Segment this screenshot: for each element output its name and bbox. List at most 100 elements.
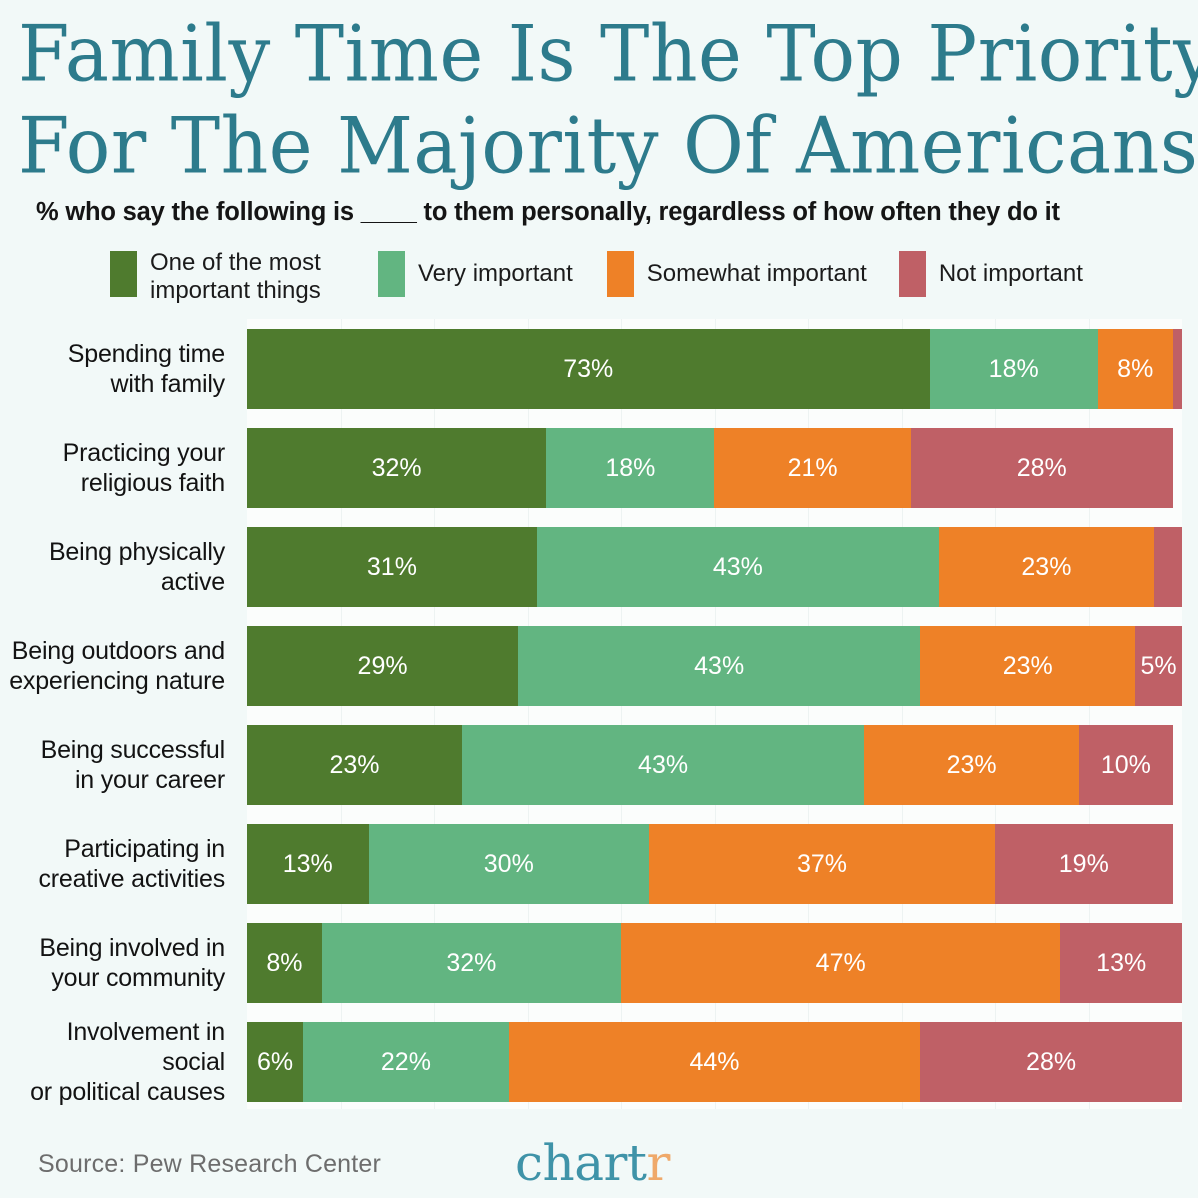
row-label-line-2: with family: [110, 369, 226, 398]
row-label-line-2: or political causes: [30, 1077, 225, 1106]
row-category-label: Being outdoors and experiencing nature: [0, 636, 237, 696]
bar-segment-not_important[interactable]: 5%: [1135, 626, 1182, 706]
gridline: [527, 319, 529, 1109]
chart-row: Involvement in social or political causes…: [0, 1012, 1198, 1111]
bar-segment-not_important[interactable]: 19%: [994, 824, 1173, 904]
bar-segment-most_important[interactable]: 29%: [247, 626, 519, 706]
bar-segment-very_important[interactable]: 43%: [536, 527, 939, 607]
stacked-bar: 23% 43% 23% 10%: [247, 725, 1182, 805]
gridline: [1088, 319, 1090, 1109]
legend-swatch-icon: [898, 251, 926, 297]
chartr-logo-part2: r: [646, 1134, 671, 1192]
legend-label: Somewhat important: [646, 260, 867, 287]
row-category-label: Being successful in your career: [0, 735, 237, 795]
chart-row: Participating in creative activities 13% 30…: [0, 814, 1198, 913]
row-label-line-2: in your career: [74, 765, 225, 794]
chart-row: Being physically active 31% 43% 23%: [0, 517, 1198, 616]
bar-segment-not_important[interactable]: 28%: [920, 1022, 1182, 1102]
gridline: [901, 319, 903, 1109]
bar-segment-most_important[interactable]: 73%: [247, 329, 930, 409]
row-label-line-1: Participating in: [64, 834, 225, 863]
row-label-line-1: Being outdoors and: [11, 636, 225, 665]
stacked-bar: 73% 18% 8%: [247, 329, 1182, 409]
stacked-bar: 31% 43% 23%: [247, 527, 1182, 607]
row-label-line-1: Practicing your: [62, 438, 226, 467]
bar-segment-most_important[interactable]: 31%: [247, 527, 537, 607]
gridline: [714, 319, 716, 1109]
bar-segment-very_important[interactable]: 18%: [546, 428, 715, 508]
chart-row: Practicing your religious faith 32% 18% 21% 2…: [0, 418, 1198, 517]
bar-segment-somewhat_important[interactable]: 21%: [714, 428, 911, 508]
bar-segment-somewhat_important[interactable]: 8%: [1097, 329, 1173, 409]
row-label-line-1: Being involved in: [39, 933, 225, 962]
legend-swatch-icon: [378, 251, 405, 297]
row-label-line-1: Spending time: [67, 339, 225, 368]
bar-segment-most_important[interactable]: 23%: [247, 725, 463, 805]
legend-label: One of the most important things: [150, 249, 321, 304]
row-category-label: Being physically active: [0, 537, 237, 597]
stacked-bar: 8% 32% 47% 13%: [247, 923, 1182, 1003]
bar-segment-somewhat_important[interactable]: 23%: [920, 626, 1136, 706]
row-category-label: Participating in creative activities: [0, 834, 237, 894]
row-category-label: Practicing your religious faith: [0, 438, 237, 498]
legend-item-1[interactable]: Very important: [378, 249, 573, 299]
stacked-bar: 32% 18% 21% 28%: [247, 428, 1182, 508]
stacked-bar: 29% 43% 23% 5%: [247, 626, 1182, 706]
row-label-line-1: Being successful: [40, 735, 226, 764]
row-label-line-1: Being physically: [48, 537, 225, 566]
row-category-label: Spending time with family: [0, 339, 237, 399]
bar-segment-very_important[interactable]: 22%: [303, 1022, 509, 1102]
legend-item-0[interactable]: One of the most important things: [110, 249, 340, 305]
legend-label: Very important: [418, 260, 573, 287]
bar-segment-somewhat_important[interactable]: 44%: [508, 1022, 921, 1102]
bar-segment-very_important[interactable]: 18%: [929, 329, 1098, 409]
bar-segment-somewhat_important[interactable]: 37%: [649, 824, 995, 904]
row-label-line-2: your community: [51, 963, 225, 992]
bar-segment-somewhat_important[interactable]: 47%: [620, 923, 1061, 1003]
gridline: [434, 319, 435, 1109]
bar-segment-somewhat_important[interactable]: 23%: [864, 725, 1080, 805]
title-line-1: Family Time Is The Top Priority: [18, 9, 1198, 100]
stacked-bar: 6% 22% 44% 28%: [247, 1022, 1182, 1102]
legend-item-2[interactable]: Somewhat important: [606, 249, 867, 299]
bar-segment-most_important[interactable]: 8%: [247, 923, 322, 1003]
source-note: Source: Pew Research Center: [38, 1149, 382, 1178]
bar-segment-somewhat_important[interactable]: 23%: [938, 527, 1154, 607]
row-label-line-2: active: [160, 567, 225, 596]
stacked-bar-chart: Spending time with family 73% 18% 8% Practici…: [0, 319, 1198, 1109]
page-title: Family Time Is The Top Priority For The …: [0, 0, 1198, 191]
gridline: [340, 319, 342, 1109]
bar-segment-not_important[interactable]: 10%: [1079, 725, 1173, 805]
chart-subtitle: % who say the following is ____ to them …: [36, 198, 1060, 226]
gridline: [808, 319, 809, 1109]
row-label-line-2: creative activities: [38, 864, 225, 893]
stacked-bar: 13% 30% 37% 19%: [247, 824, 1182, 904]
row-label-line-2: religious faith: [80, 468, 226, 497]
row-label-line-1: Involvement in social: [66, 1017, 226, 1076]
bar-segment-most_important[interactable]: 6%: [247, 1022, 304, 1102]
legend-label: Not important: [938, 260, 1083, 287]
chart-row: Being involved in your community 8% 32% 47% 1…: [0, 913, 1198, 1012]
bar-segment-most_important[interactable]: 32%: [247, 428, 547, 508]
chart-row: Being successful in your career 23% 43% 23% 1…: [0, 715, 1198, 814]
bar-segment-very_important[interactable]: 30%: [368, 824, 650, 904]
row-category-label: Being involved in your community: [0, 933, 237, 993]
bar-segment-very_important[interactable]: 43%: [518, 626, 921, 706]
bar-segment-not_important[interactable]: [1153, 527, 1182, 607]
bar-segment-not_important[interactable]: [1172, 329, 1182, 409]
legend-swatch-icon: [606, 251, 634, 297]
bar-segment-very_important[interactable]: 32%: [321, 923, 621, 1003]
title-line-2: For The Majority Of Americans: [18, 101, 1198, 192]
bar-segment-most_important[interactable]: 13%: [247, 824, 369, 904]
bar-segment-not_important[interactable]: 28%: [910, 428, 1173, 508]
chartr-logo: chartr: [515, 1134, 670, 1192]
gridline: [621, 319, 622, 1109]
chart-footer: Source: Pew Research Center chartr: [0, 1130, 1198, 1198]
bar-segment-very_important[interactable]: 43%: [462, 725, 865, 805]
chart-row: Spending time with family 73% 18% 8%: [0, 319, 1198, 418]
bar-segment-not_important[interactable]: 13%: [1060, 923, 1182, 1003]
gridline: [995, 319, 996, 1109]
legend-item-3[interactable]: Not important: [898, 249, 1083, 299]
chart-row: Being outdoors and experiencing nature 29%…: [0, 616, 1198, 715]
chartr-logo-part1: chart: [515, 1134, 647, 1192]
